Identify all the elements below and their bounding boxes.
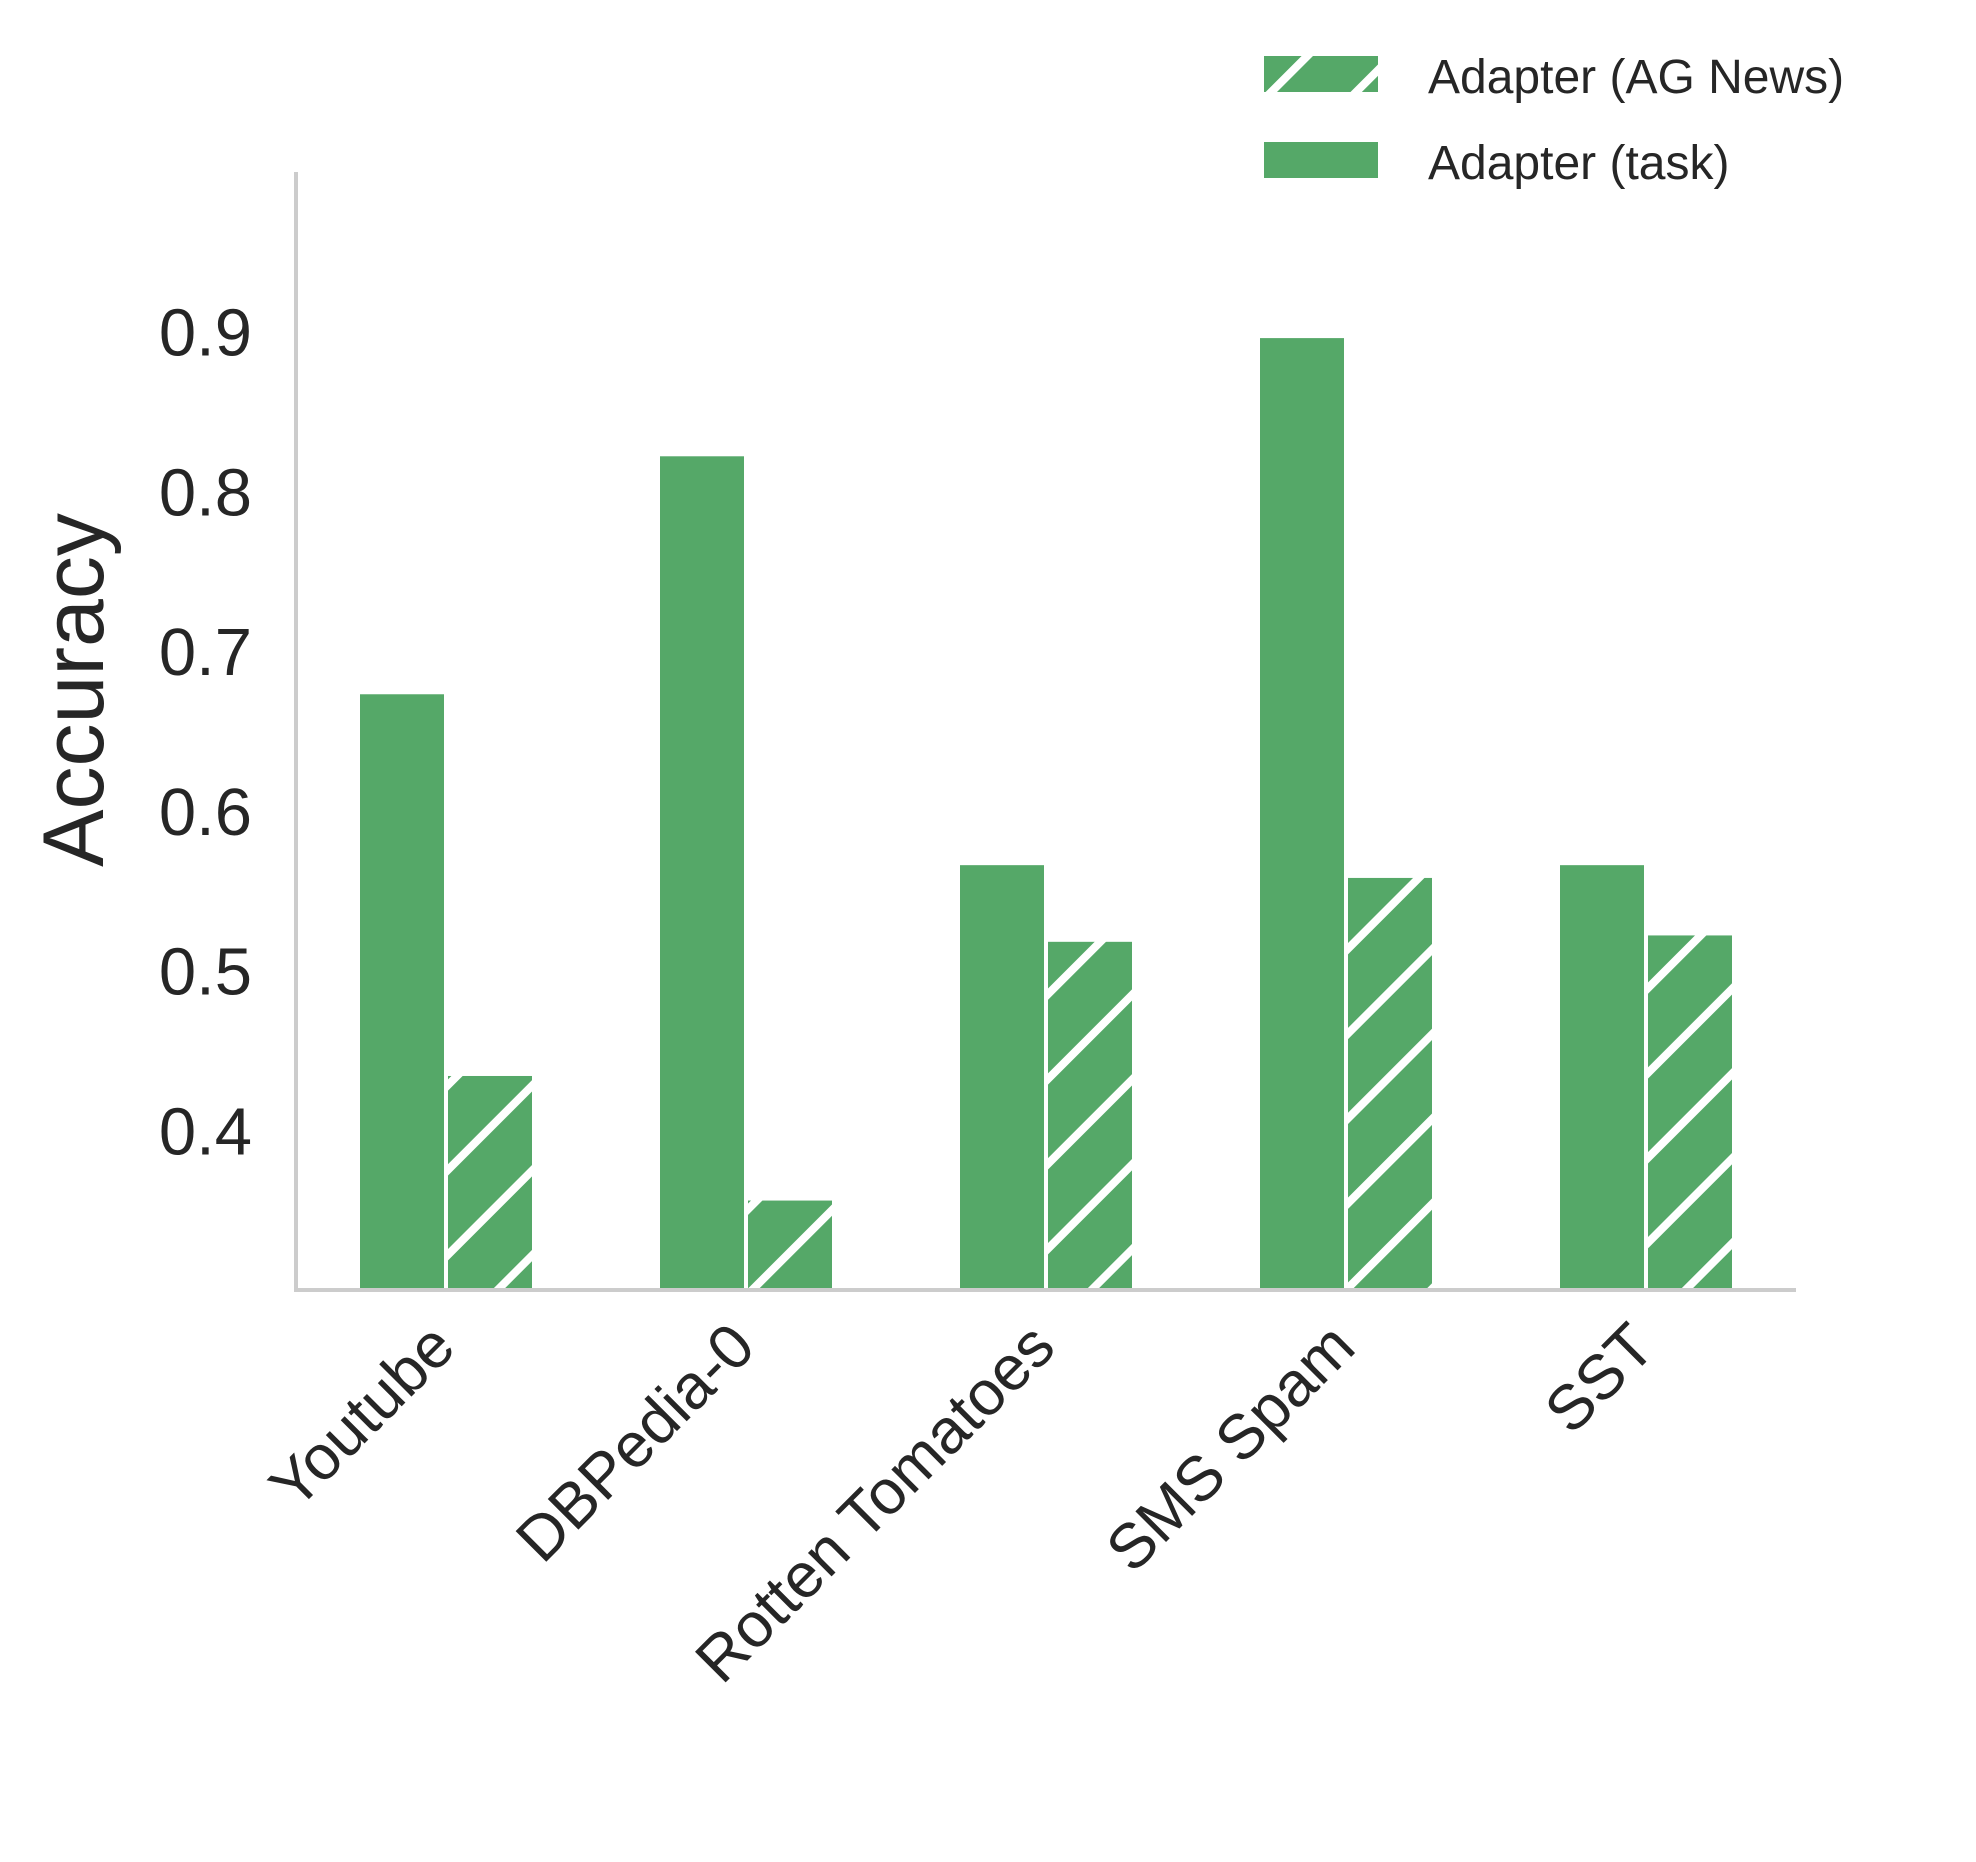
bar-task-youtube [360,694,444,1290]
y-axis-title: Accuracy [26,513,122,867]
bar-task-dbpedia-0 [660,456,744,1290]
bar-task-sms-spam [1260,338,1344,1290]
x-tick-label: DBPedia-0 [503,1310,768,1575]
x-tick-label: Youtube [257,1310,468,1521]
bar-ag-news-dbpedia-0 [748,1200,832,1290]
y-tick-label: 0.9 [159,296,252,371]
bar-task-sst [1560,865,1644,1290]
legend-swatch-solid [1264,142,1378,178]
bars-layer [360,338,1732,1290]
legend-swatch-hatched [1264,56,1378,92]
bar-ag-news-youtube [448,1075,532,1290]
bar-ag-news-sms-spam [1348,877,1432,1290]
bar-ag-news-sst [1648,935,1732,1290]
y-tick-label: 0.6 [159,775,252,850]
y-tick-label: 0.7 [159,615,252,690]
bar-ag-news-rotten-tomatoes [1048,941,1132,1290]
y-tick-label: 0.8 [159,455,252,530]
y-tick-label: 0.5 [159,935,252,1010]
legend: Adapter (AG News) Adapter (task) [1264,51,1844,190]
y-tick-labels: 0.4 0.5 0.6 0.7 0.8 0.9 [159,296,252,1170]
x-tick-label: SMS Spam [1093,1310,1368,1585]
bar-task-rotten-tomatoes [960,865,1044,1290]
x-tick-label: SST [1532,1310,1668,1446]
legend-label-hatched: Adapter (AG News) [1428,51,1844,104]
y-tick-label: 0.4 [159,1094,252,1169]
legend-label-solid: Adapter (task) [1428,137,1729,190]
